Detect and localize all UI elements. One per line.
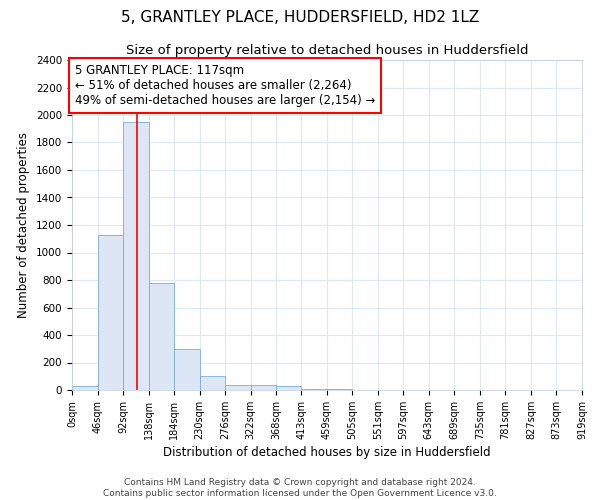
Bar (149, 284, 174, 390)
Title: Size of property relative to detached houses in Huddersfield: Size of property relative to detached ho… (126, 44, 528, 58)
Bar (251, 384, 276, 390)
Text: Contains HM Land Registry data © Crown copyright and database right 2024.
Contai: Contains HM Land Registry data © Crown c… (103, 478, 497, 498)
Text: 5 GRANTLEY PLACE: 117sqm
← 51% of detached houses are smaller (2,264)
49% of sem: 5 GRANTLEY PLACE: 117sqm ← 51% of detach… (75, 64, 375, 107)
Bar (98, 234, 123, 390)
Text: 5, GRANTLEY PLACE, HUDDERSFIELD, HD2 1LZ: 5, GRANTLEY PLACE, HUDDERSFIELD, HD2 1LZ (121, 10, 479, 25)
Bar (123, 122, 149, 390)
Bar (225, 384, 251, 390)
Y-axis label: Number of detached properties: Number of detached properties (17, 132, 31, 318)
Bar (72, 386, 98, 390)
Bar (174, 349, 200, 390)
Bar (200, 376, 225, 390)
Bar (301, 388, 327, 390)
Bar (276, 386, 301, 390)
X-axis label: Distribution of detached houses by size in Huddersfield: Distribution of detached houses by size … (163, 446, 491, 459)
